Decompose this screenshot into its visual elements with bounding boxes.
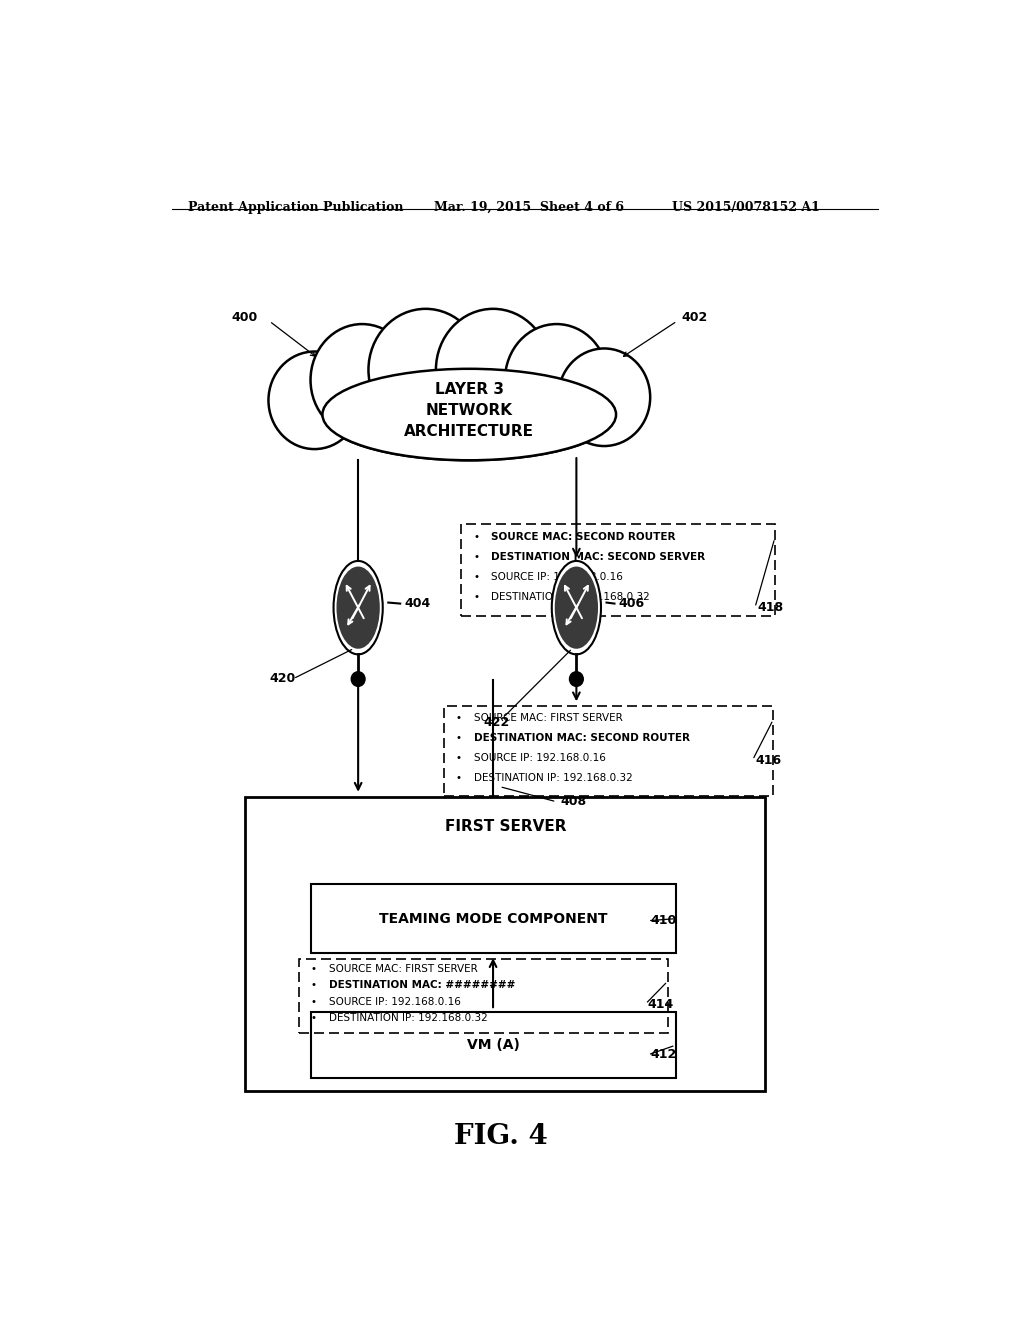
Ellipse shape [310,325,414,436]
Text: 420: 420 [269,672,296,685]
Text: •: • [310,964,316,974]
Ellipse shape [436,309,550,430]
Text: TEAMING MODE COMPONENT: TEAMING MODE COMPONENT [379,912,607,925]
Text: •: • [473,532,479,541]
Ellipse shape [323,368,616,461]
Text: DESTINATION MAC: SECOND ROUTER: DESTINATION MAC: SECOND ROUTER [474,733,690,743]
Text: •: • [473,572,479,582]
Text: 408: 408 [560,795,587,808]
Text: •: • [456,713,462,723]
Ellipse shape [569,672,584,686]
Bar [461,524,775,615]
Bar [443,706,773,796]
Text: 404: 404 [404,597,430,610]
Text: •: • [456,772,462,783]
Text: DESTINATION MAC: ########: DESTINATION MAC: ######## [329,981,515,990]
Text: US 2015/0078152 A1: US 2015/0078152 A1 [672,201,819,214]
Text: FIG. 4: FIG. 4 [454,1123,548,1150]
Text: 400: 400 [231,312,257,325]
Ellipse shape [334,561,383,655]
Text: DESTINATION IP: 192.168.0.32: DESTINATION IP: 192.168.0.32 [474,772,633,783]
Text: Mar. 19, 2015  Sheet 4 of 6: Mar. 19, 2015 Sheet 4 of 6 [433,201,624,214]
Text: •: • [473,593,479,602]
Ellipse shape [505,325,608,436]
Text: •: • [310,997,316,1007]
Text: •: • [310,981,316,990]
Text: FIRST SERVER: FIRST SERVER [444,818,566,834]
Text: 410: 410 [650,915,677,927]
Text: SOURCE IP: 192.168.0.16: SOURCE IP: 192.168.0.16 [329,997,461,1007]
Text: SOURCE IP: 192.168.0.16: SOURCE IP: 192.168.0.16 [492,572,624,582]
Ellipse shape [558,348,650,446]
Text: VM (A): VM (A) [467,1039,519,1052]
Ellipse shape [552,561,601,655]
Text: •: • [456,733,462,743]
Text: SOURCE MAC: FIRST SERVER: SOURCE MAC: FIRST SERVER [329,964,477,974]
Bar [310,884,676,953]
Text: SOURCE MAC: SECOND ROUTER: SOURCE MAC: SECOND ROUTER [492,532,676,541]
Ellipse shape [555,566,598,648]
Text: DESTINATION IP: 192.168.0.32: DESTINATION IP: 192.168.0.32 [329,1012,487,1023]
Ellipse shape [369,309,482,430]
Text: LAYER 3
NETWORK
ARCHITECTURE: LAYER 3 NETWORK ARCHITECTURE [404,381,535,440]
Text: 422: 422 [483,715,510,729]
Text: DESTINATION MAC: SECOND SERVER: DESTINATION MAC: SECOND SERVER [492,552,706,562]
Text: DESTINATION IP: 192.168.0.32: DESTINATION IP: 192.168.0.32 [492,593,650,602]
Text: 418: 418 [758,601,783,614]
Bar [310,1012,676,1078]
Text: Patent Application Publication: Patent Application Publication [187,201,403,214]
Bar [246,797,765,1092]
Ellipse shape [268,351,360,449]
Text: •: • [310,1012,316,1023]
Text: 406: 406 [618,597,644,610]
Ellipse shape [337,566,380,648]
Text: 416: 416 [755,754,781,767]
Text: 402: 402 [682,312,709,325]
Text: SOURCE IP: 192.168.0.16: SOURCE IP: 192.168.0.16 [474,752,606,763]
Text: •: • [456,752,462,763]
Ellipse shape [351,672,365,686]
Text: SOURCE MAC: FIRST SERVER: SOURCE MAC: FIRST SERVER [474,713,623,723]
Ellipse shape [323,368,616,461]
Bar [299,960,668,1032]
Text: 412: 412 [650,1048,677,1061]
Text: 414: 414 [648,998,674,1011]
Text: •: • [473,552,479,562]
